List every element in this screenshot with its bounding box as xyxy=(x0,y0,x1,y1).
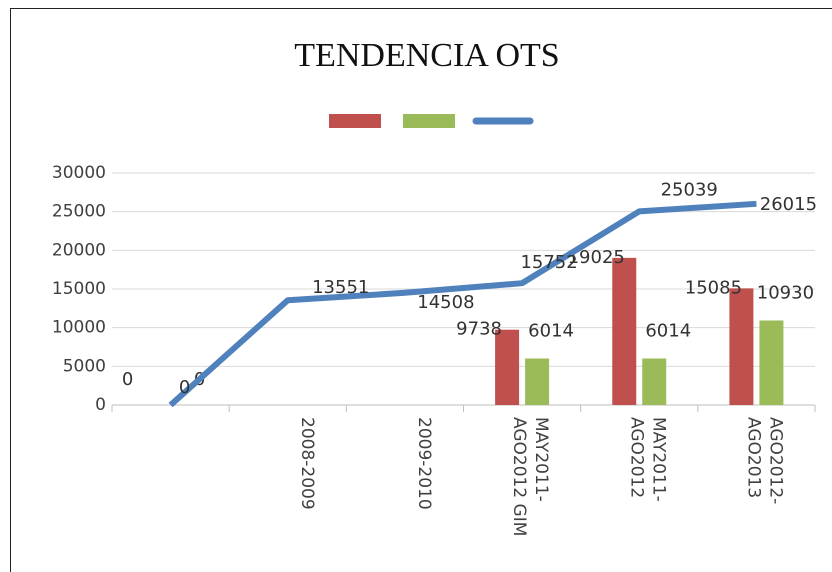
bar xyxy=(612,257,637,405)
data-label: 0 xyxy=(122,369,133,390)
data-label: 26015 xyxy=(760,194,817,215)
y-tick-label: 30000 xyxy=(52,163,106,183)
chart-title: TENDENCIA OTS xyxy=(294,37,559,74)
x-tick-label: AGO2012-AGO2013 xyxy=(743,417,786,505)
bar xyxy=(525,358,550,405)
x-tick-label: 2009-2010 xyxy=(413,417,434,510)
bar xyxy=(642,358,667,405)
x-tick-label: MAY2011-AGO2012 GIM xyxy=(509,417,552,537)
data-label: 14508 xyxy=(417,292,474,313)
data-label: 6014 xyxy=(645,320,691,341)
legend-swatch xyxy=(329,114,381,128)
data-label: 19025 xyxy=(568,247,625,268)
bar xyxy=(495,329,520,405)
x-tick-label: MAY2011-AGO2012 xyxy=(626,417,669,502)
legend-swatch xyxy=(403,114,455,128)
y-tick-label: 0 xyxy=(95,395,106,415)
data-label: 15085 xyxy=(685,277,742,298)
x-tick-label: 2008-2009 xyxy=(296,417,317,510)
data-label: 13551 xyxy=(312,277,369,298)
y-tick-label: 10000 xyxy=(52,318,106,338)
data-label: 15752 xyxy=(520,252,577,273)
data-label: 9738 xyxy=(456,319,502,340)
y-tick-label: 5000 xyxy=(63,356,106,376)
bar xyxy=(729,288,754,405)
line xyxy=(168,200,757,408)
data-label: 0 xyxy=(179,377,190,398)
y-tick-label: 15000 xyxy=(52,279,106,299)
data-label: 6014 xyxy=(528,320,574,341)
y-tick-label: 25000 xyxy=(52,202,106,222)
bar xyxy=(759,320,784,405)
data-label: 10930 xyxy=(757,282,814,303)
y-tick-label: 20000 xyxy=(52,240,106,260)
data-label: 25039 xyxy=(661,179,718,200)
